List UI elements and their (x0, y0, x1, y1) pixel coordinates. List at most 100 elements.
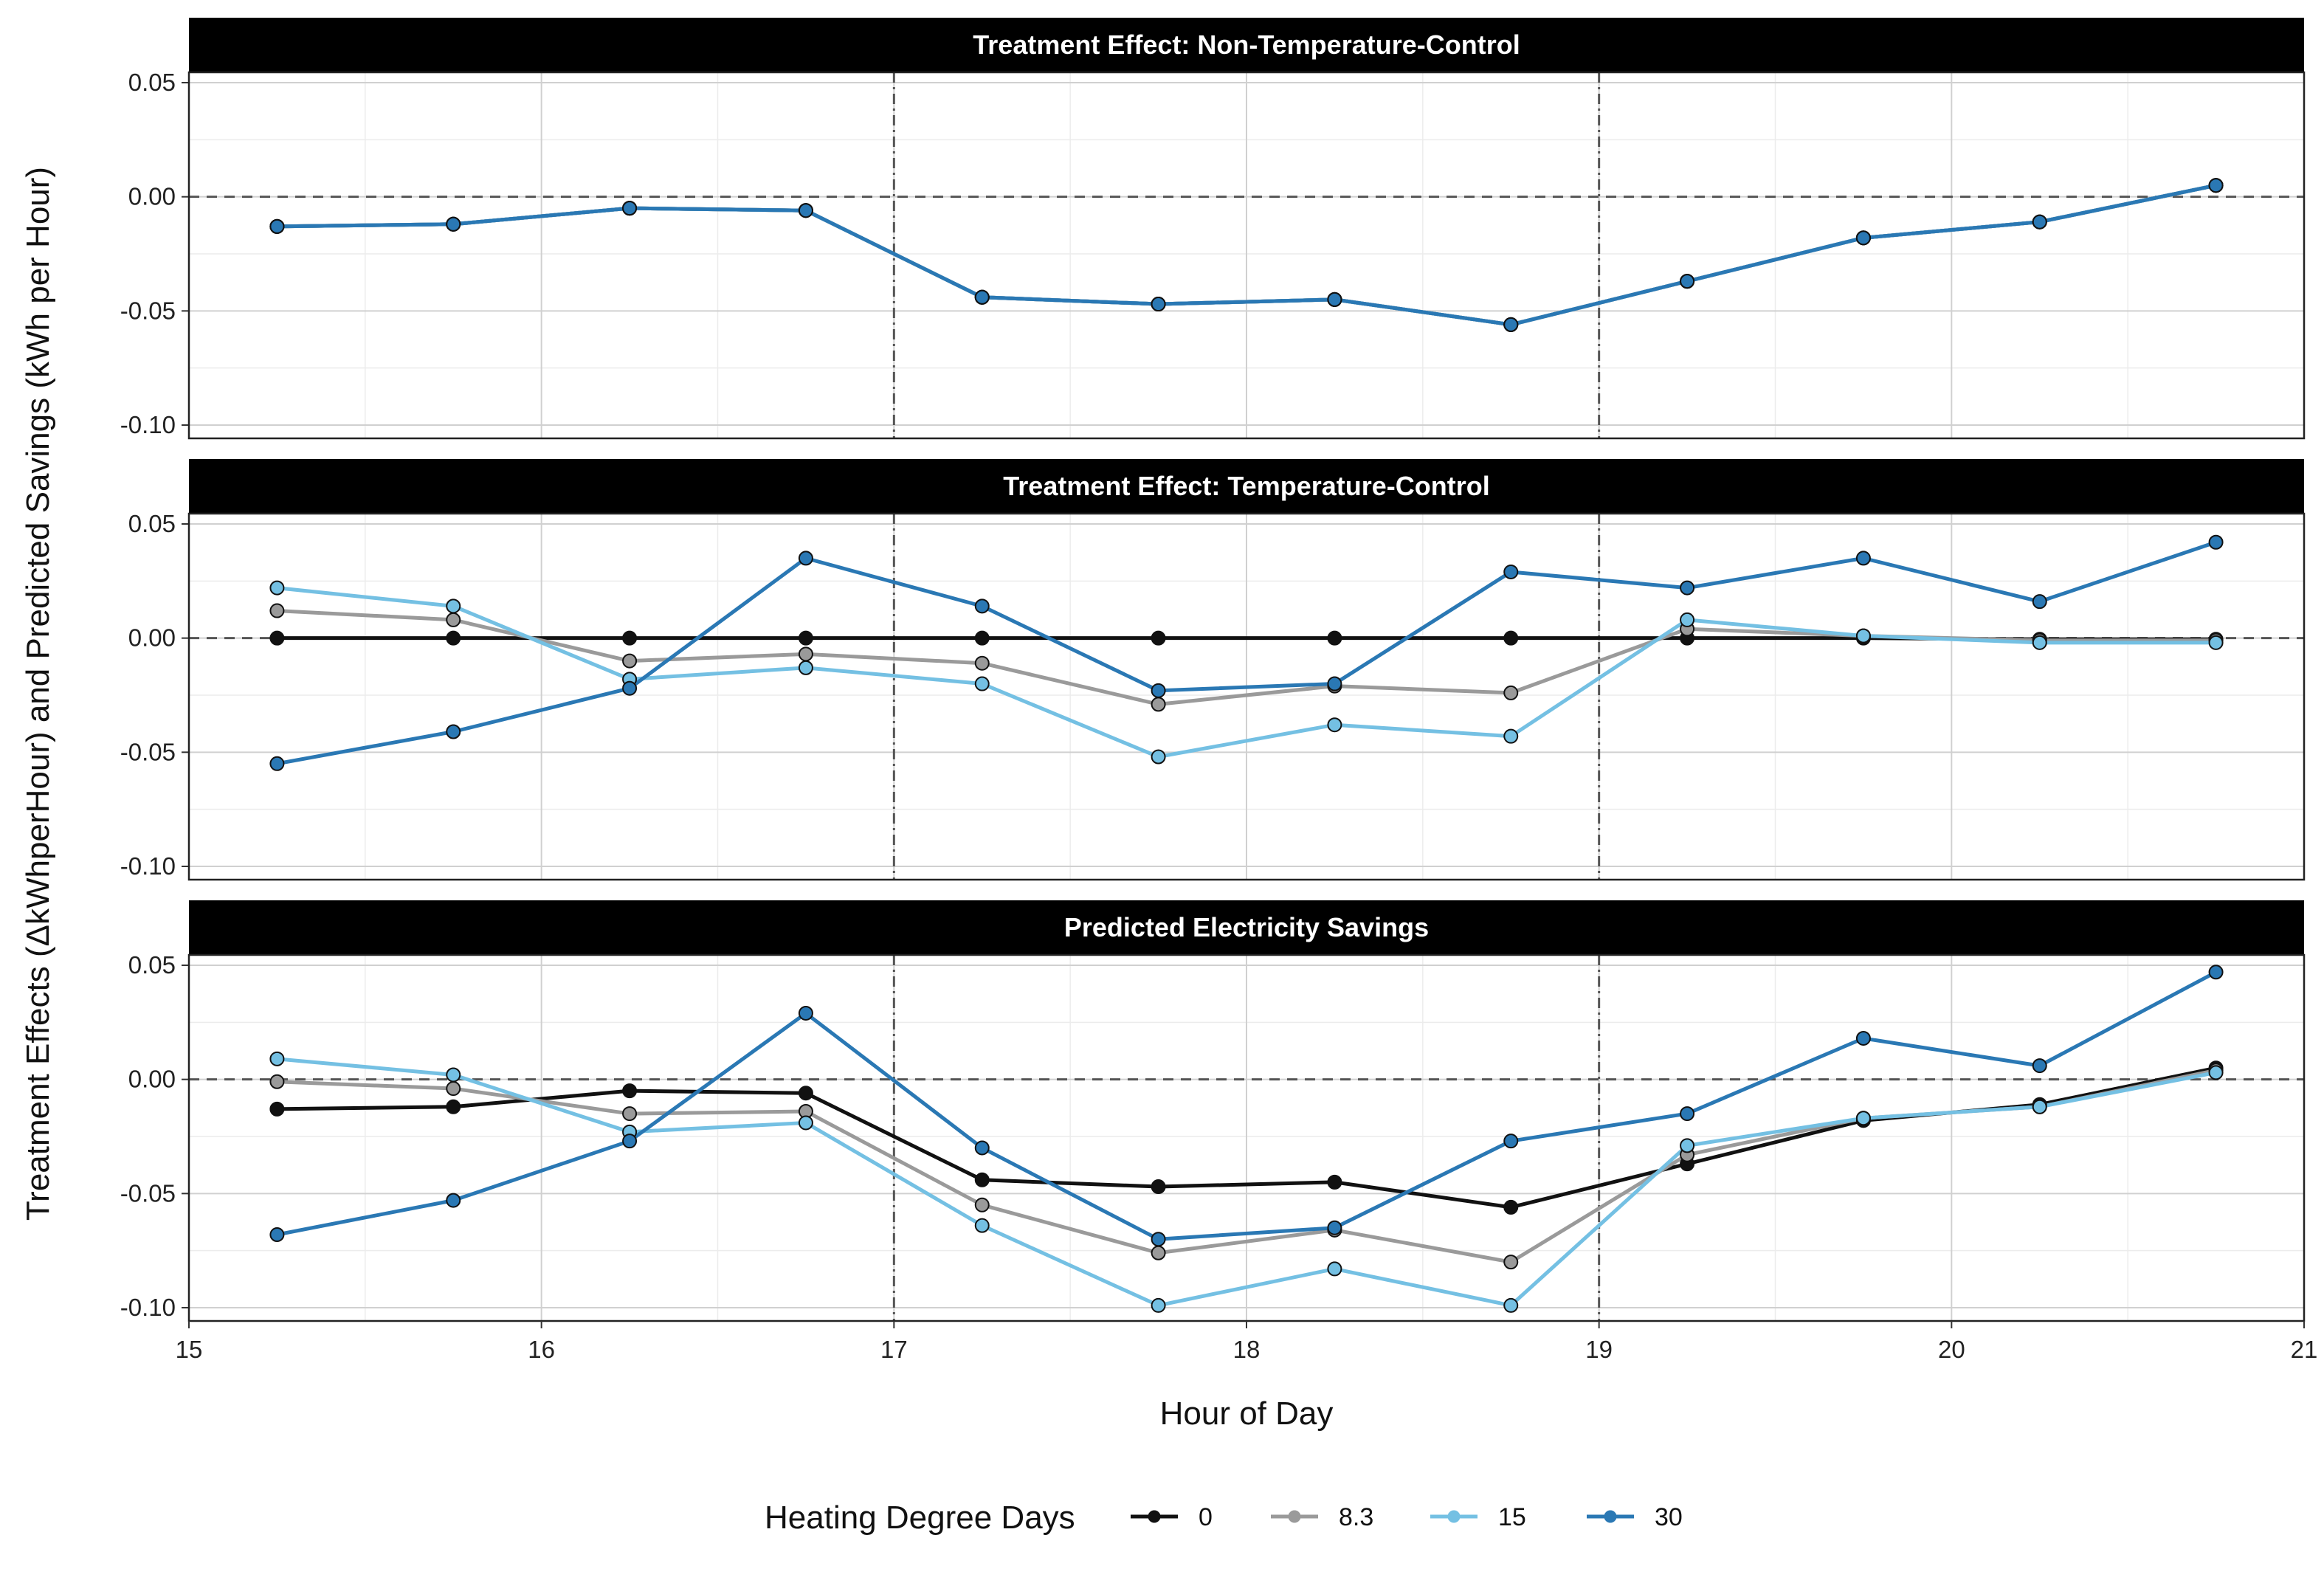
data-point-hdd-0 (974, 630, 990, 646)
data-point-hdd-30 (974, 289, 990, 305)
series-line-hdd-30 (276, 540, 2217, 766)
x-tick-label: 15 (176, 1336, 203, 1363)
data-point-hdd-30 (1327, 291, 1342, 307)
data-point-hdd-8-3 (1503, 1255, 1519, 1270)
data-point-hdd-8-3 (1151, 697, 1166, 712)
panel-strip (189, 18, 2304, 72)
x-tick-label: 17 (880, 1336, 908, 1363)
panel-strip (189, 900, 2304, 955)
data-point-hdd-15 (1503, 728, 1519, 744)
data-point-hdd-30 (622, 201, 638, 216)
data-point-hdd-15 (798, 1115, 813, 1131)
series-line-hdd-30 (276, 970, 2217, 1241)
data-point-hdd-8-3 (269, 1074, 285, 1089)
data-point-hdd-15 (1680, 1138, 1695, 1153)
data-point-hdd-30 (1503, 317, 1519, 332)
data-point-hdd-0 (1503, 630, 1519, 646)
y-tick-label: -0.05 (120, 1179, 176, 1207)
data-point-hdd-30 (1680, 274, 1695, 289)
data-point-hdd-30 (1151, 1232, 1166, 1247)
data-point-hdd-15 (269, 1051, 285, 1066)
data-point-hdd-30 (1151, 297, 1166, 312)
legend-label: 15 (1498, 1503, 1526, 1531)
legend-title: Heating Degree Days (765, 1500, 1075, 1536)
data-point-hdd-30 (622, 1134, 638, 1149)
data-point-hdd-15 (1151, 1297, 1166, 1313)
data-point-hdd-30 (1680, 1106, 1695, 1122)
data-point-hdd-30 (798, 551, 813, 566)
x-tick-label: 21 (2291, 1336, 2318, 1363)
data-point-hdd-8-3 (974, 1197, 990, 1212)
y-tick-label: -0.10 (120, 411, 176, 438)
data-point-hdd-15 (446, 598, 461, 614)
y-tick-label: -0.05 (120, 738, 176, 765)
data-point-hdd-8-3 (446, 612, 461, 627)
data-point-hdd-30 (446, 1193, 461, 1208)
y-tick-label: 0.05 (128, 951, 176, 979)
data-point-hdd-0 (1327, 1174, 1342, 1190)
series-line-hdd-30 (277, 183, 2217, 327)
data-point-hdd-30 (1855, 1030, 1871, 1046)
data-point-hdd-30 (269, 756, 285, 771)
data-point-hdd-8-3 (622, 653, 638, 669)
legend-label: 30 (1655, 1503, 1683, 1531)
data-point-hdd-8-3 (622, 1106, 638, 1122)
series-line-hdd-15 (277, 586, 2216, 759)
data-point-hdd-15 (1327, 1261, 1342, 1277)
legend-key-point (1447, 1510, 1461, 1523)
data-point-hdd-30 (269, 1227, 285, 1243)
x-tick-label: 20 (1938, 1336, 1965, 1363)
data-point-hdd-15 (2208, 1065, 2224, 1080)
x-axis-title: Hour of Day (1160, 1396, 1334, 1432)
data-point-hdd-30 (2032, 1058, 2047, 1074)
panel-strip (189, 459, 2304, 514)
data-point-hdd-30 (2208, 178, 2224, 193)
panel-1: Treatment Effect: Non-Temperature-Contro… (120, 18, 2306, 440)
x-tick-label: 18 (1233, 1336, 1261, 1363)
data-point-hdd-30 (974, 598, 990, 614)
data-point-hdd-8-3 (798, 646, 813, 662)
data-point-hdd-15 (974, 676, 990, 691)
data-point-hdd-30 (446, 724, 461, 739)
data-point-hdd-30 (446, 216, 461, 232)
y-tick-label: 0.05 (128, 69, 176, 96)
data-point-hdd-30 (1151, 683, 1166, 698)
data-point-hdd-30 (798, 1005, 813, 1021)
y-tick-label: 0.00 (128, 1066, 176, 1093)
y-axis-title: Treatment Effects (ΔkWhperHour) and Pred… (20, 167, 56, 1221)
data-point-hdd-0 (1151, 630, 1166, 646)
data-point-hdd-30 (1503, 564, 1519, 579)
data-point-hdd-30 (1855, 230, 1871, 246)
legend-label: 8.3 (1339, 1503, 1373, 1531)
data-point-hdd-0 (446, 630, 461, 646)
panel-title: Predicted Electricity Savings (1064, 912, 1429, 942)
data-point-hdd-0 (798, 630, 813, 646)
data-point-hdd-0 (1503, 1199, 1519, 1215)
data-point-hdd-15 (2032, 635, 2047, 650)
data-point-hdd-0 (622, 630, 638, 646)
data-point-hdd-15 (2032, 1099, 2047, 1114)
data-point-hdd-15 (2208, 635, 2224, 650)
legend-key-point (1288, 1510, 1301, 1523)
data-point-hdd-0 (446, 1099, 461, 1114)
data-point-hdd-30 (1327, 1220, 1342, 1235)
series-line-hdd-15 (277, 1057, 2217, 1308)
data-point-hdd-30 (1680, 580, 1695, 596)
data-point-hdd-0 (1327, 630, 1342, 646)
panel-border (187, 512, 2306, 881)
panel-2: Treatment Effect: Temperature-Control 0.0… (120, 459, 2306, 881)
data-point-hdd-15 (974, 1218, 990, 1233)
data-point-hdd-30 (2208, 534, 2224, 550)
data-point-hdd-30 (1855, 551, 1871, 566)
panel-title: Treatment Effect: Temperature-Control (1003, 471, 1489, 501)
data-point-hdd-15 (1503, 1297, 1519, 1313)
data-point-hdd-30 (2032, 594, 2047, 610)
data-point-hdd-8-3 (1151, 1245, 1166, 1260)
data-point-hdd-15 (1855, 628, 1871, 644)
data-point-hdd-30 (1503, 1134, 1519, 1149)
x-tick-label: 19 (1585, 1336, 1613, 1363)
panel-border (187, 71, 2306, 440)
data-point-hdd-15 (446, 1067, 461, 1083)
